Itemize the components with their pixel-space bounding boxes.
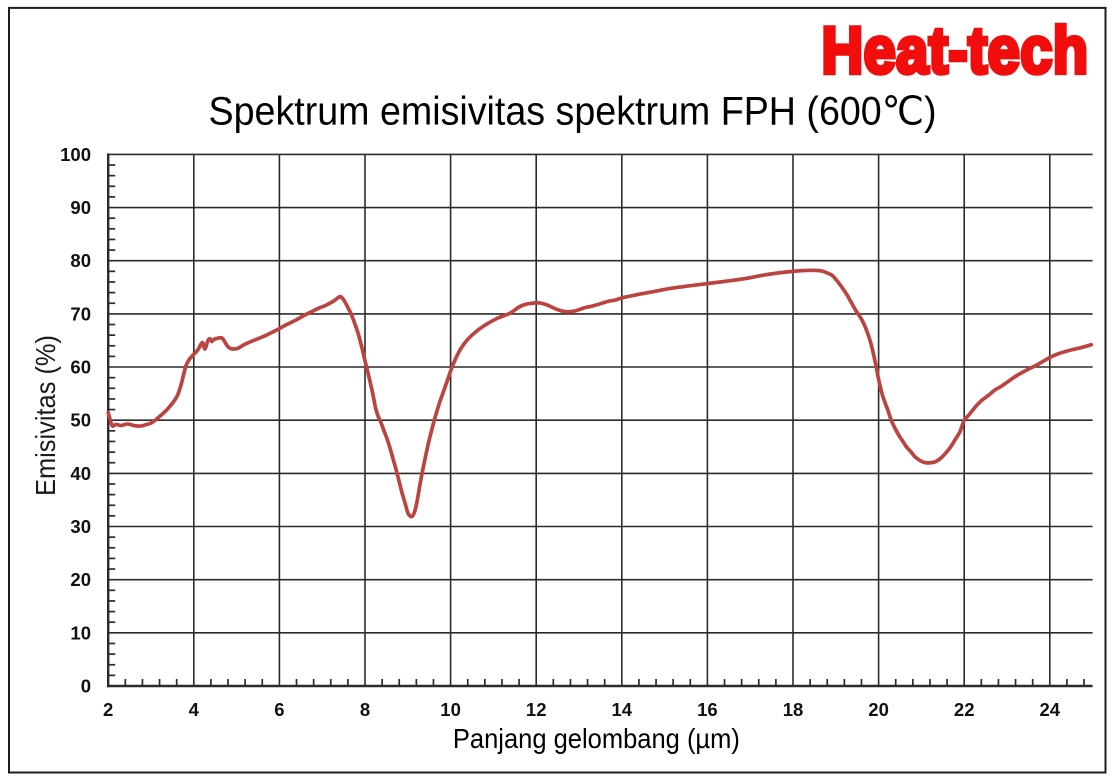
svg-text:50: 50 (70, 410, 91, 431)
svg-text:80: 80 (70, 250, 91, 271)
svg-text:10: 10 (70, 622, 91, 643)
svg-text:90: 90 (70, 197, 91, 218)
svg-text:Emisivitas (%): Emisivitas (%) (30, 335, 61, 496)
svg-text:6: 6 (274, 699, 284, 720)
svg-text:40: 40 (70, 463, 91, 484)
svg-text:14: 14 (612, 699, 633, 720)
svg-text:10: 10 (440, 699, 461, 720)
svg-text:4: 4 (189, 699, 200, 720)
svg-text:22: 22 (954, 699, 975, 720)
svg-text:18: 18 (783, 699, 804, 720)
svg-text:12: 12 (526, 699, 547, 720)
svg-text:2: 2 (103, 699, 113, 720)
svg-text:Spektrum emisivitas spektrum F: Spektrum emisivitas spektrum FPH (600℃) (209, 90, 937, 134)
svg-text:16: 16 (697, 699, 718, 720)
svg-text:20: 20 (70, 569, 91, 590)
svg-text:70: 70 (70, 303, 91, 324)
svg-text:Panjang gelombang (µm): Panjang gelombang (µm) (453, 723, 740, 754)
svg-text:30: 30 (70, 516, 91, 537)
svg-text:24: 24 (1040, 699, 1061, 720)
svg-text:Heat-tech: Heat-tech (821, 15, 1088, 88)
svg-text:100: 100 (60, 144, 91, 165)
svg-text:60: 60 (70, 357, 91, 378)
svg-text:0: 0 (81, 676, 91, 697)
svg-text:20: 20 (868, 699, 889, 720)
svg-text:8: 8 (360, 699, 370, 720)
